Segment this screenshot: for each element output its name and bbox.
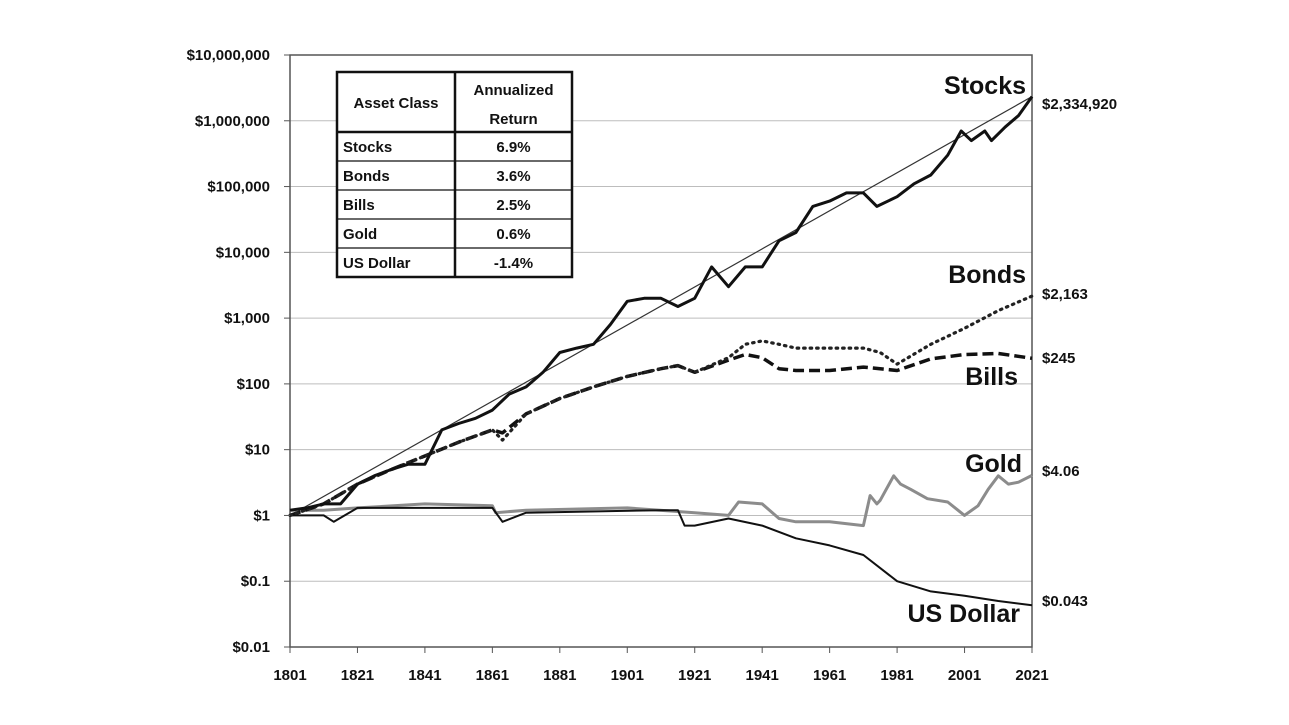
table-header-asset-class: Asset Class	[353, 95, 438, 112]
y-tick-label: $1	[253, 507, 270, 524]
y-tick-label: $10	[245, 442, 270, 459]
table-header-return: Return	[489, 111, 537, 128]
y-tick-label: $1,000,000	[195, 113, 270, 130]
series-label-gold: Gold	[965, 450, 1022, 478]
end-value-label-bonds: $2,163	[1042, 286, 1088, 303]
table-cell-return: 6.9%	[496, 139, 530, 156]
returns-table: Asset Class Annualized Return Stocks 6.9% Bon…	[335, 70, 574, 279]
table-cell-return: -1.4%	[494, 255, 533, 272]
x-tick-label: 1841	[408, 667, 441, 684]
y-tick-label: $10,000	[216, 244, 270, 261]
end-value-label-us-dollar: $0.043	[1042, 593, 1088, 610]
plot-area-frame	[289, 54, 1033, 648]
series-label-bonds: Bonds	[948, 261, 1026, 289]
table-cell-asset: Gold	[343, 226, 377, 243]
series-labels: Stocks $2,334,920 Bonds $2,163 Bills $245 Gold…	[907, 72, 1117, 628]
x-tick-label: 1961	[813, 667, 846, 684]
trend-line-group	[289, 96, 1033, 516]
x-tick-label: 1941	[745, 667, 778, 684]
x-tick-label: 2021	[1015, 667, 1048, 684]
series-line-us-dollar	[290, 506, 1033, 607]
series-label-bills: Bills	[965, 363, 1018, 391]
series-line-stocks	[289, 95, 1034, 512]
x-tick-label: 1801	[273, 667, 306, 684]
series-label-stocks: Stocks	[944, 72, 1026, 100]
y-axis-ticks: $0.01 $0.1 $1 $10 $100 $1,000 $10,000 $100,000 $…	[187, 47, 290, 656]
series-line-bills	[289, 351, 1033, 518]
table-cell-return: 2.5%	[496, 197, 530, 214]
table-cell-asset: Bonds	[343, 168, 390, 185]
y-tick-label: $10,000,000	[187, 47, 270, 64]
y-tick-label: $1,000	[224, 310, 270, 327]
y-tick-label: $0.1	[241, 573, 270, 590]
table-cell-return: 3.6%	[496, 168, 530, 185]
end-value-label-stocks: $2,334,920	[1042, 96, 1117, 113]
series-line-gold	[290, 474, 1033, 528]
y-tick-label: $100,000	[207, 179, 270, 196]
x-tick-label: 1901	[611, 667, 644, 684]
end-value-label-gold: $4.06	[1042, 463, 1080, 480]
x-tick-label: 1821	[341, 667, 374, 684]
x-tick-label: 1921	[678, 667, 711, 684]
table-cell-asset: Stocks	[343, 139, 392, 156]
series-group	[288, 95, 1034, 607]
series-line-bonds	[288, 294, 1034, 518]
y-tick-label: $0.01	[232, 639, 270, 656]
x-tick-label: 1981	[880, 667, 913, 684]
trend-line	[289, 96, 1033, 516]
x-tick-label: 2001	[948, 667, 981, 684]
table-cell-asset: Bills	[343, 197, 375, 214]
y-tick-label: $100	[237, 376, 270, 393]
x-tick-label: 1881	[543, 667, 576, 684]
series-label-us-dollar: US Dollar	[907, 600, 1020, 628]
end-value-label-bills: $245	[1042, 350, 1075, 367]
x-tick-label: 1861	[476, 667, 509, 684]
table-cell-asset: US Dollar	[343, 255, 411, 272]
table-header-annualized: Annualized	[473, 82, 553, 99]
x-axis-ticks: 1801 1821 1841 1861 1881 1901 1921 1941 1961 1981…	[273, 647, 1049, 684]
table-cell-return: 0.6%	[496, 226, 530, 243]
